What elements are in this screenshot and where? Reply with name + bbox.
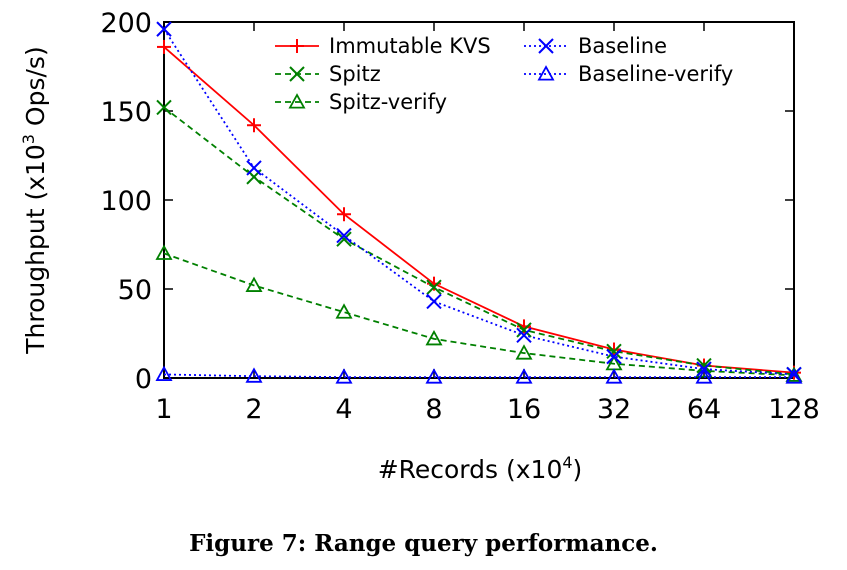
data-point [337,207,351,222]
series-0 [157,39,801,380]
legend-marker [289,66,305,82]
data-point [606,343,622,360]
legend-marker [290,39,304,53]
legend-label: Immutable KVS [329,34,491,58]
y-tick-label: 150 [100,97,152,128]
x-tick-label: 16 [507,394,541,425]
x-tick-label: 32 [597,394,631,425]
data-point [516,327,532,343]
series-line [163,46,795,374]
data-point [606,348,622,365]
legend-item: Baseline-verify [524,62,733,86]
x-tick-label: 1 [155,394,172,425]
data-point [156,21,172,37]
data-point [245,276,263,292]
figure-caption: Figure 7: Range query performance. [189,530,658,557]
legend-marker [288,93,306,109]
legend-item: Baseline [524,34,667,58]
x-tick-label: 4 [335,394,352,425]
data-point [156,99,172,116]
y-tick-label: 100 [100,186,152,217]
data-point [425,368,443,384]
series-3 [156,21,802,383]
y-tick-label: 0 [135,364,152,395]
data-point [425,329,443,346]
series-line [163,373,794,379]
y-tick-label: 50 [118,275,152,306]
series-line [163,106,795,376]
data-point [155,244,173,260]
legend-label: Spitz [329,62,381,86]
legend-label: Baseline [578,34,667,58]
series-1 [156,99,802,383]
x-tick-label: 2 [245,394,262,425]
data-point [246,160,262,176]
data-point [335,368,353,384]
legend-item: Spitz [275,62,381,86]
x-tick-label: 64 [687,394,721,425]
data-point [155,365,173,381]
data-point [336,231,352,247]
x-axis-label: #Records (x104) [378,453,583,484]
legend-marker [538,38,554,54]
data-point [515,368,533,384]
data-point [336,227,352,244]
series-2 [155,244,803,382]
data-point [426,279,442,295]
data-point [785,368,803,384]
y-axis-label: Throughput (x103 Ops/s) [19,46,50,354]
data-point [426,293,442,310]
data-point [335,303,353,319]
x-tick-label: 128 [768,394,820,425]
x-tick-label: 8 [425,394,442,425]
data-point [245,367,263,383]
legend-item: Immutable KVS [275,34,491,58]
data-point [247,118,261,133]
data-point [516,322,532,338]
legend-marker [537,65,555,81]
data-point [695,368,713,384]
data-point [605,368,623,384]
chart-svg: 0 50 100 150 200 1 2 4 8 16 32 64 128 Immutable KVS S… [19,8,820,484]
legend-label: Baseline-verify [578,62,733,86]
y-tick-label: 200 [100,8,152,39]
series-4 [155,365,803,384]
legend-item: Spitz-verify [275,90,447,114]
data-point [515,344,533,360]
legend-label: Spitz-verify [329,90,447,114]
data-point [157,39,171,54]
series-line [163,252,795,377]
